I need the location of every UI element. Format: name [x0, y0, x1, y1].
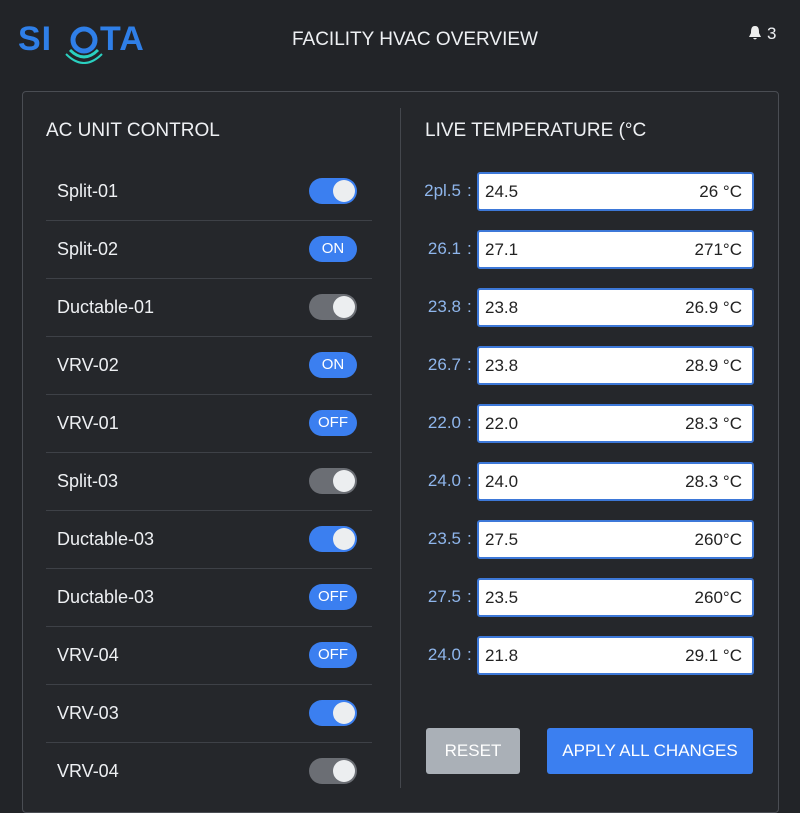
reading: 260°C: [694, 530, 742, 549]
page-title: FACILITY HVAC OVERVIEW: [291, 29, 538, 50]
reading: 26.9 °C: [685, 298, 742, 317]
unit-name: Ductable-01: [57, 297, 155, 317]
row-divider: [46, 742, 372, 743]
unit-name: VRV-04: [57, 761, 119, 781]
unit-name: VRV-01: [57, 413, 119, 433]
toggle[interactable]: [309, 468, 357, 494]
setpoint-label: 23.5: [427, 529, 461, 548]
setpoint-label: 26.1: [427, 239, 461, 258]
divider: [400, 108, 401, 788]
toggle-knob: [333, 296, 355, 318]
reading: 260°C: [694, 588, 742, 607]
input-value: 21.8: [485, 646, 519, 665]
toggle-knob: [333, 470, 355, 492]
separator: :: [467, 181, 472, 200]
logo-left: SI: [18, 20, 53, 58]
setpoint-label: 24.0: [427, 645, 461, 664]
temperature-input[interactable]: 24.5 26 °C: [477, 172, 754, 211]
temperature-input[interactable]: 23.8 28.9 °C: [477, 346, 754, 385]
toggle[interactable]: [309, 758, 357, 784]
toggle[interactable]: OFF: [309, 410, 357, 436]
input-value: 23.8: [485, 356, 519, 375]
unit-name: Ductable-03: [57, 529, 155, 549]
setpoint-label: 24.0: [427, 471, 461, 490]
bell-icon[interactable]: [748, 25, 762, 41]
row-divider: [46, 510, 372, 511]
logo-icon: [65, 26, 103, 64]
toggle[interactable]: OFF: [309, 584, 357, 610]
row-divider: [46, 626, 372, 627]
separator: :: [467, 471, 472, 490]
separator: :: [467, 297, 472, 316]
toggle-knob: [333, 760, 355, 782]
section-title: AC UNIT CONTROL: [46, 120, 220, 141]
temperature-input[interactable]: 27.5 260°C: [477, 520, 754, 559]
toggle-knob: [333, 180, 355, 202]
temperature-input[interactable]: 22.0 28.3 °C: [477, 404, 754, 443]
setpoint-label: 2pl.5: [424, 181, 461, 200]
input-value: 27.5: [485, 530, 519, 549]
temperature-input[interactable]: 23.8 26.9 °C: [477, 288, 754, 327]
setpoint-label: 26.7: [427, 355, 461, 374]
toggle[interactable]: [309, 526, 357, 552]
notification-count[interactable]: 3: [767, 24, 777, 43]
toggle-knob: [333, 528, 355, 550]
separator: :: [467, 587, 472, 606]
separator: :: [467, 239, 472, 258]
row-divider: [46, 336, 372, 337]
setpoint-label: 22.0: [427, 413, 461, 432]
row-divider: [46, 220, 372, 221]
reading: 28.3 °C: [685, 414, 742, 433]
temperature-input[interactable]: 23.5 260°C: [477, 578, 754, 617]
temperature-input[interactable]: 24.0 28.3 °C: [477, 462, 754, 501]
toggle[interactable]: [309, 700, 357, 726]
toggle[interactable]: ON: [309, 236, 357, 262]
row-divider: [46, 452, 372, 453]
separator: :: [467, 645, 472, 664]
row-divider: [46, 684, 372, 685]
logo-right: TA: [100, 20, 145, 58]
row-divider: [46, 568, 372, 569]
toggle[interactable]: [309, 294, 357, 320]
input-value: 22.0: [485, 414, 519, 433]
unit-name: VRV-02: [57, 355, 119, 375]
unit-name: VRV-03: [57, 703, 119, 723]
separator: :: [467, 529, 472, 548]
toggle[interactable]: OFF: [309, 642, 357, 668]
setpoint-label: 23.8: [427, 297, 461, 316]
reading: 271°C: [694, 240, 742, 259]
toggle-knob: [333, 702, 355, 724]
setpoint-label: 27.5: [427, 587, 461, 606]
toggle[interactable]: [309, 178, 357, 204]
reset-button[interactable]: RESET: [426, 728, 520, 774]
temperature-input[interactable]: 27.1 271°C: [477, 230, 754, 269]
row-divider: [46, 394, 372, 395]
separator: :: [467, 355, 472, 374]
input-value: 24.0: [485, 472, 519, 491]
input-value: 24.5: [485, 182, 519, 201]
toggle[interactable]: ON: [309, 352, 357, 378]
reading: 28.3 °C: [685, 472, 742, 491]
temperature-input[interactable]: 21.8 29.1 °C: [477, 636, 754, 675]
unit-name: VRV-04: [57, 645, 119, 665]
apply-button[interactable]: APPLY ALL CHANGES: [547, 728, 753, 774]
row-divider: [46, 278, 372, 279]
unit-name: Ductable-03: [57, 587, 155, 607]
separator: :: [467, 413, 472, 432]
reading: 26 °C: [699, 182, 742, 201]
input-value: 23.8: [485, 298, 519, 317]
unit-name: Split-01: [57, 181, 119, 201]
unit-name: Split-03: [57, 471, 119, 491]
input-value: 23.5: [485, 588, 519, 607]
reading: 29.1 °C: [685, 646, 742, 665]
unit-name: Split-02: [57, 239, 119, 259]
section-title: LIVE TEMPERATURE (°C: [425, 120, 647, 141]
input-value: 27.1: [485, 240, 519, 259]
reading: 28.9 °C: [685, 356, 742, 375]
